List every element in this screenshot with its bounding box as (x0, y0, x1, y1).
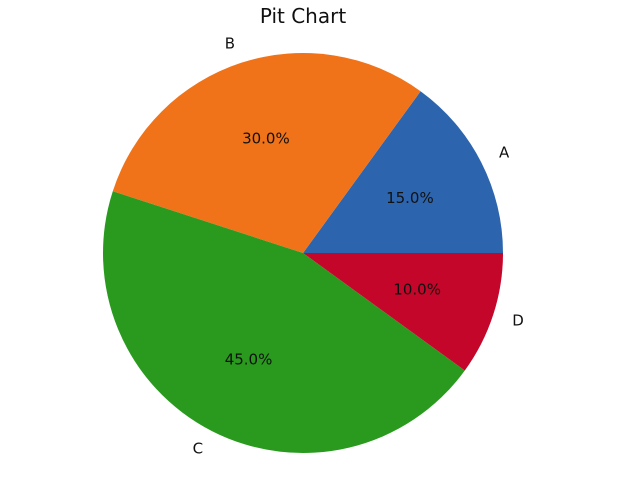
category-label-b: B (225, 34, 235, 52)
pct-label-a: 15.0% (386, 189, 434, 207)
pie-slice-a (303, 91, 503, 254)
pie-slice-d (303, 253, 503, 371)
category-label-d: D (512, 311, 524, 329)
category-label-c: C (193, 440, 203, 458)
pie-labels: 15.0% A 30.0% B 45.0% C 10.0% D (193, 34, 524, 457)
pct-label-d: 10.0% (393, 281, 441, 299)
chart-title: Pit Chart (260, 4, 346, 28)
pie-slice-b (112, 52, 421, 254)
pie-slices (102, 52, 503, 454)
pie-slice-c (102, 191, 465, 454)
pct-label-b: 30.0% (242, 129, 290, 147)
pct-label-c: 45.0% (225, 350, 273, 368)
category-label-a: A (499, 144, 510, 162)
